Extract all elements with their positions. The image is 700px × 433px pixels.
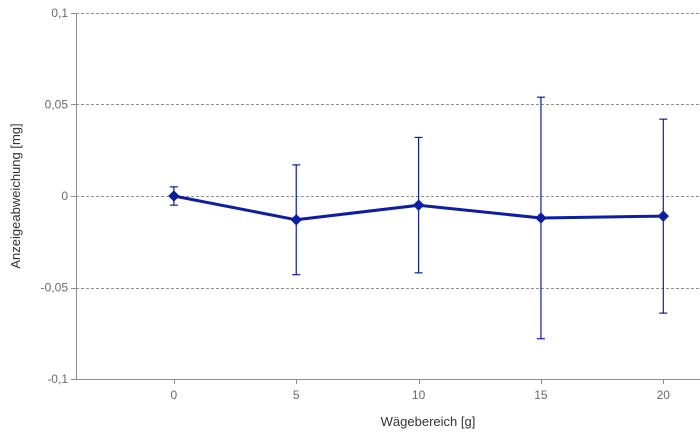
data-point — [657, 210, 670, 222]
y-tick-label: -0,1 — [47, 372, 68, 386]
x-tick-label: 20 — [657, 388, 671, 402]
data-point — [535, 212, 547, 224]
y-tick-label: 0,05 — [45, 98, 69, 112]
data-point — [168, 190, 180, 202]
x-axis-title: Wägebereich [g] — [381, 414, 476, 429]
x-tick-label: 0 — [171, 388, 178, 402]
y-tick-label: 0 — [61, 189, 68, 203]
y-tick-label: 0,1 — [51, 6, 68, 20]
data-point — [412, 199, 425, 211]
x-tick-label: 15 — [534, 388, 548, 402]
x-tick-label: 5 — [293, 388, 300, 402]
y-axis-title: Anzeigeabweichung [mg] — [8, 123, 23, 268]
data-point — [290, 214, 302, 226]
y-tick-label: -0,05 — [41, 281, 69, 295]
y-axis-ticks: -0,1 -0,05 0 0,05 0,1 — [41, 6, 76, 386]
x-axis-ticks: 0 5 10 15 20 — [171, 379, 671, 402]
series — [168, 96, 670, 340]
x-tick-label: 10 — [412, 388, 426, 402]
